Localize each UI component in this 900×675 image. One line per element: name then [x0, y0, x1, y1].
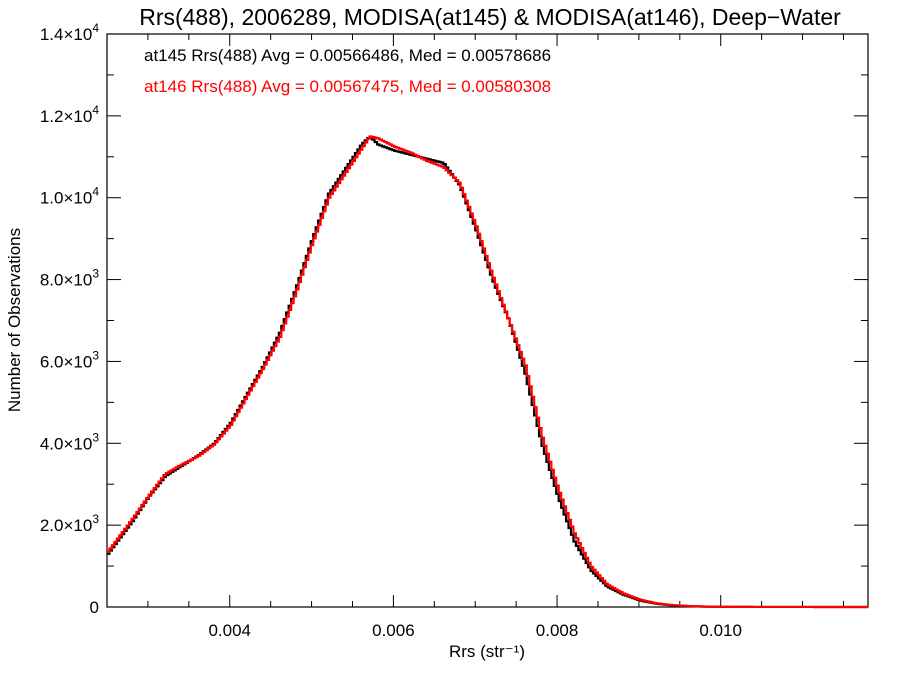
annotation-at145: at145 Rrs(488) Avg = 0.00566486, Med = 0…	[144, 46, 551, 65]
y-tick-label: 8.0×103	[40, 267, 99, 290]
y-tick-times: ×10	[63, 434, 92, 453]
y-tick-label: 1.4×104	[40, 21, 99, 44]
y-tick-label: 1.2×104	[40, 103, 99, 126]
y-tick-exponent: 3	[92, 348, 99, 362]
y-tick-exponent: 3	[92, 267, 99, 281]
y-tick-times: ×10	[63, 516, 92, 535]
series-1-histogram	[107, 135, 868, 609]
y-tick-label: 2.0×103	[40, 512, 99, 535]
y-tick-times: ×10	[63, 352, 92, 371]
y-tick-exponent: 4	[92, 21, 99, 35]
y-tick-mantissa: 8.0	[40, 271, 64, 290]
y-tick-mantissa: 4.0	[40, 434, 64, 453]
series-0-histogram	[107, 136, 868, 609]
y-tick-mantissa: 2.0	[40, 516, 64, 535]
annotation-at146: at146 Rrs(488) Avg = 0.00567475, Med = 0…	[144, 77, 551, 96]
axis-ticks: 0.004 0.006 0.008 0.01002.0×1034.0×1036.0×1…	[40, 21, 868, 640]
y-tick-times: ×10	[63, 25, 92, 44]
y-tick-exponent: 3	[92, 512, 99, 526]
x-tick-label: 0.008	[536, 621, 579, 640]
y-tick-exponent: 4	[92, 185, 99, 199]
y-tick-exponent: 4	[92, 103, 99, 117]
y-tick-mantissa: 1.4	[40, 25, 64, 44]
y-tick-times: ×10	[63, 189, 92, 208]
y-tick-mantissa: 6.0	[40, 352, 64, 371]
x-tick-label: 0.006	[372, 621, 415, 640]
chart-title: Rrs(488), 2006289, MODISA(at145) & MODIS…	[139, 4, 841, 30]
y-tick-mantissa: 1.0	[40, 189, 64, 208]
x-tick-label: 0.004	[208, 621, 251, 640]
y-tick-times: ×10	[63, 271, 92, 290]
y-tick-label: 1.0×104	[40, 185, 99, 208]
plot-frame	[106, 33, 869, 608]
x-axis-label: Rrs (str⁻¹)	[449, 642, 525, 661]
x-tick-label: 0.010	[699, 621, 742, 640]
y-tick-label: 4.0×103	[40, 430, 99, 453]
y-tick-times: ×10	[63, 107, 92, 126]
y-tick-label: 6.0×103	[40, 348, 99, 371]
y-axis-label: Number of Observations	[5, 228, 24, 412]
y-tick-exponent: 3	[92, 430, 99, 444]
y-tick-label: 0	[90, 598, 99, 617]
y-tick-mantissa: 1.2	[40, 107, 64, 126]
series-layer	[107, 135, 868, 609]
